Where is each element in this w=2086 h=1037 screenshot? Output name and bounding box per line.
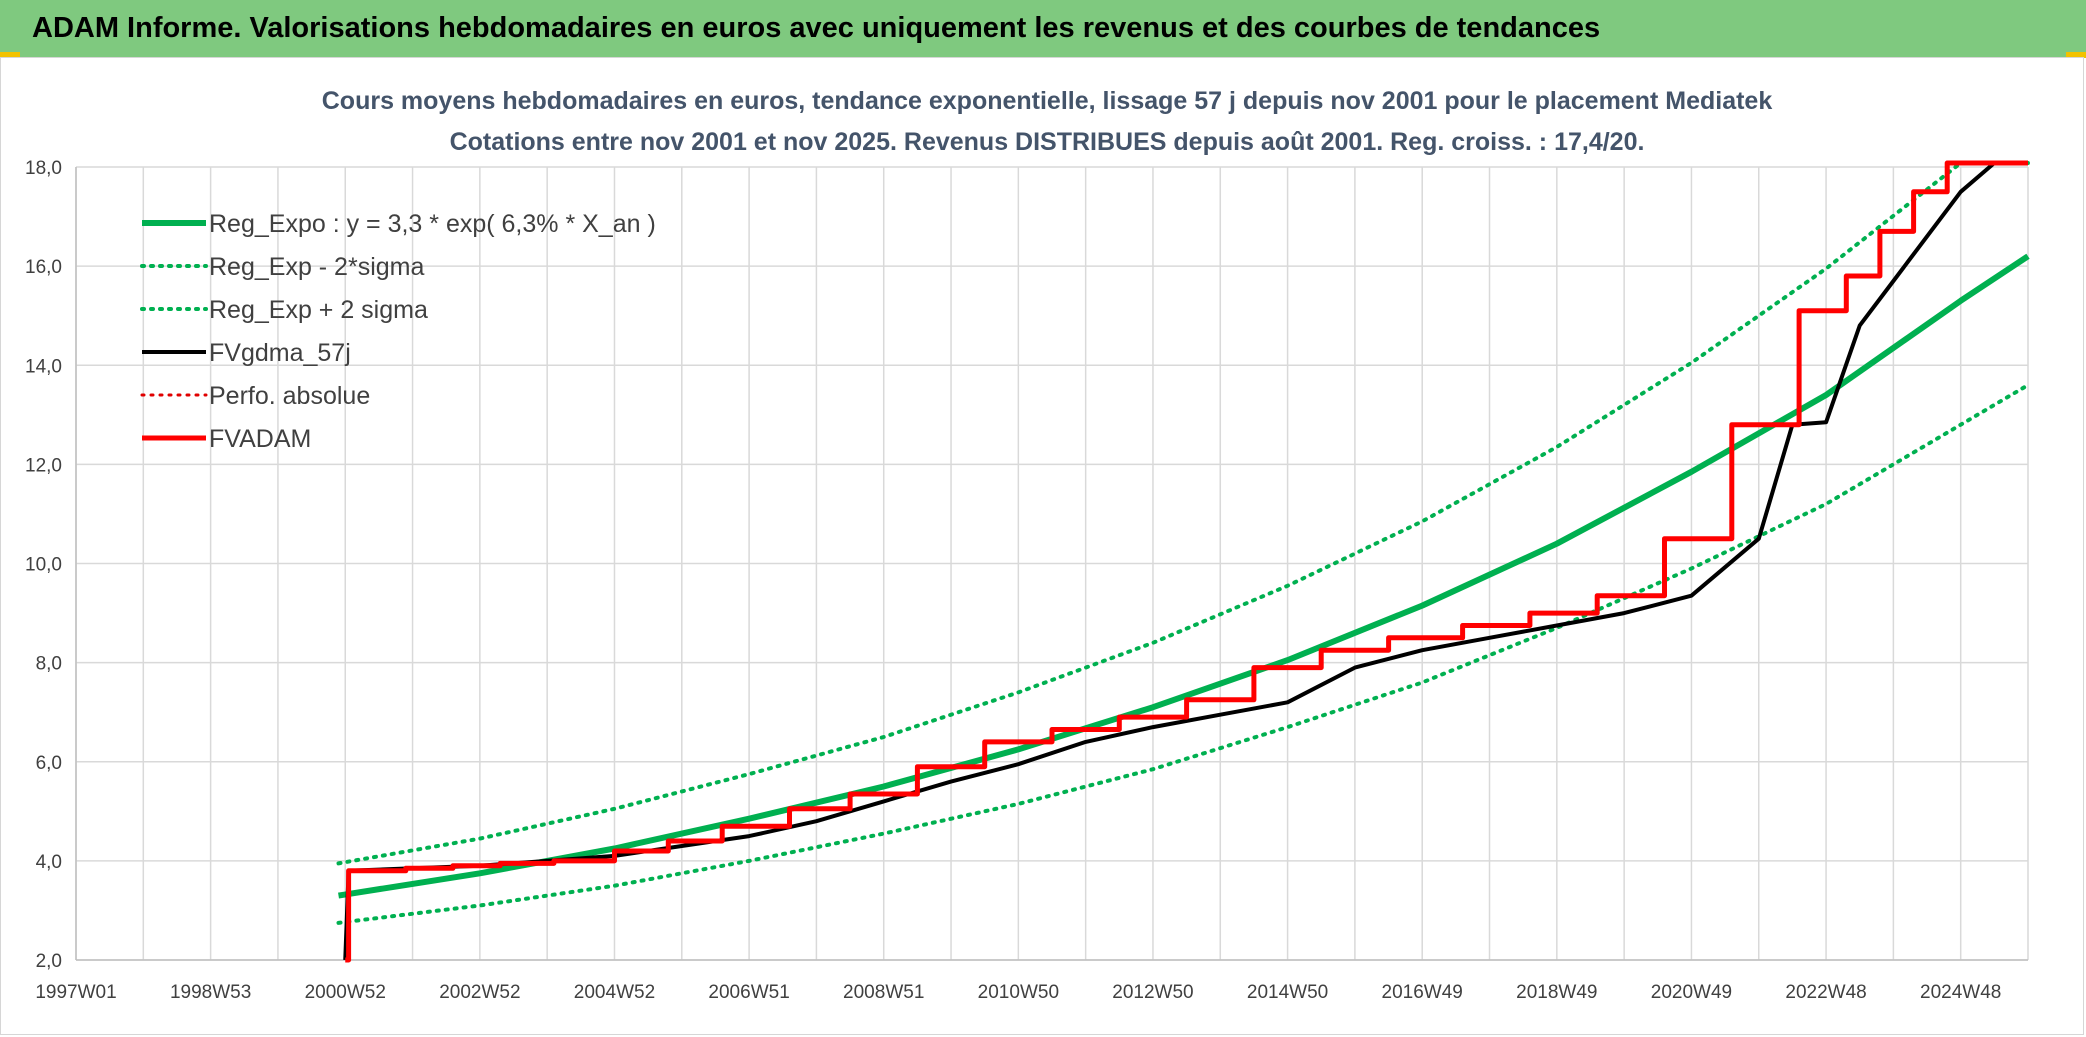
x-tick-label: 2014W50 [1247,982,1328,1003]
chart-title-line: Cotations entre nov 2001 et nov 2025. Re… [450,128,1645,156]
y-tick-label: 12,0 [25,455,62,476]
corner-mark-left [0,52,20,58]
legend-label: FVADAM [209,425,311,453]
legend-label: Perfo. absolue [209,382,370,410]
series-line-reg_exp [336,161,2030,866]
x-tick-label: 2020W49 [1651,982,1732,1003]
series-line-reg_exp [336,383,2030,925]
y-tick-label: 8,0 [36,654,62,675]
x-tick-label: 2008W51 [843,982,924,1003]
series-line-fvadam [345,160,2028,963]
x-tick-label: 1998W53 [170,982,251,1003]
chart-title-line: Cours moyens hebdomadaires en euros, ten… [322,87,1773,115]
legend-label: Reg_Exp - 2*sigma [209,253,424,281]
legend-label: FVgdma_57j [209,339,351,367]
y-tick-label: 10,0 [25,555,62,576]
line-chart: 2,0 4,0 6,0 8,0 10,0 12,0 14,0 16,0 18,0 1997W01 1… [25,87,2030,1003]
corner-mark-right [2066,52,2086,58]
x-tick-label: 2022W48 [1785,982,1866,1003]
x-tick-label: 2012W50 [1112,982,1193,1003]
x-tick-label: 2000W52 [305,982,386,1003]
series-line-fvgdma_57j [343,161,2028,961]
y-tick-label: 18,0 [25,158,62,179]
legend-label: Reg_Expo : y = 3,3 * exp( 6,3% * X_an ) [209,210,656,238]
x-tick-label: 2002W52 [439,982,520,1003]
x-tick-label: 1997W01 [35,982,116,1003]
x-tick-label: 2006W51 [708,982,789,1003]
x-tick-label: 2016W49 [1382,982,1463,1003]
y-tick-label: 4,0 [36,852,62,873]
x-tick-label: 2010W50 [978,982,1059,1003]
chart-area: 2,0 4,0 6,0 8,0 10,0 12,0 14,0 16,0 18,0 1997W01 1… [0,57,2084,1035]
report-header: ADAM Informe. Valorisations hebdomadaire… [0,0,2086,57]
series-line-reg_expo [338,253,2030,899]
y-tick-label: 6,0 [36,753,62,774]
y-tick-label: 2,0 [36,951,62,972]
legend-label: Reg_Exp + 2 sigma [209,296,428,324]
x-tick-label: 2004W52 [574,982,655,1003]
x-tick-label: 2018W49 [1516,982,1597,1003]
y-tick-label: 14,0 [25,356,62,377]
report-title: ADAM Informe. Valorisations hebdomadaire… [32,12,1601,44]
x-tick-label: 2024W48 [1920,982,2001,1003]
y-tick-label: 16,0 [25,257,62,278]
